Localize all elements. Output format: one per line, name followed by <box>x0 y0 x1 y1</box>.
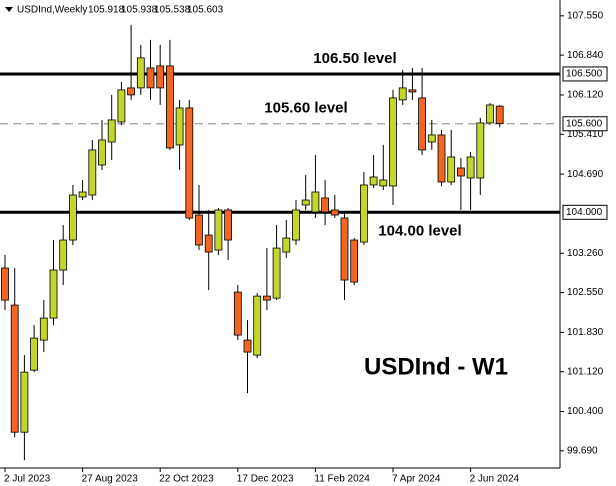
y-tick-label: 101.120 <box>567 366 604 377</box>
y-tick-label: 102.550 <box>567 287 604 298</box>
candle-body <box>447 156 456 183</box>
y-tick-label: 100.400 <box>567 406 604 417</box>
x-tick-label: 7 Apr 2024 <box>392 474 441 485</box>
candle-body <box>20 371 29 433</box>
candle-body <box>214 209 223 251</box>
level-annotation: 104.00 level <box>378 222 461 239</box>
y-tick-label: 106.120 <box>567 90 604 101</box>
candle-body <box>69 194 77 241</box>
candle-body <box>107 119 116 143</box>
header-value: 105.538 <box>154 5 191 16</box>
level-price-label: 104.000 <box>566 207 603 218</box>
candle-body <box>175 107 184 146</box>
x-tick-label: 2 Jun 2024 <box>470 474 520 485</box>
candle-body <box>156 65 165 89</box>
x-tick-label: 27 Aug 2023 <box>82 474 139 485</box>
y-tick-label: 105.410 <box>567 129 604 140</box>
candle-body <box>282 237 291 253</box>
candle-body <box>408 89 417 93</box>
level-price-box <box>562 66 608 82</box>
level-price-label: 105.600 <box>566 118 603 129</box>
x-tick-label: 2 Jul 2023 <box>4 474 51 485</box>
chart-title: USDInd,Weekly <box>17 5 87 16</box>
candle-body <box>253 295 262 356</box>
candle-body <box>49 269 58 319</box>
candle-body <box>301 199 310 206</box>
candle-body <box>1 267 9 301</box>
candle-body <box>330 209 339 216</box>
candle-body <box>398 87 407 101</box>
level-annotation: 106.50 level <box>313 50 396 67</box>
candle-body <box>243 339 252 353</box>
y-tick-label: 101.830 <box>567 327 604 338</box>
candle-body <box>389 97 397 187</box>
candle-body <box>272 247 281 299</box>
candle-body <box>292 209 300 241</box>
candle-body <box>195 214 203 246</box>
candle-body <box>39 317 48 341</box>
y-tick-label: 107.550 <box>567 10 604 21</box>
candle-body <box>136 57 145 89</box>
candle-body <box>456 167 465 177</box>
candle-body <box>204 234 213 253</box>
candle-body <box>418 97 427 151</box>
y-tick-label: 106.840 <box>567 50 604 61</box>
candle-body <box>117 89 126 123</box>
candle-body <box>340 217 349 281</box>
header-value: 105.918 <box>88 5 125 16</box>
candle-body <box>466 156 475 179</box>
x-tick-label: 22 Oct 2023 <box>159 474 214 485</box>
y-tick-label: 103.260 <box>567 248 604 259</box>
y-tick-label: 99.690 <box>567 445 598 456</box>
level-price-box <box>562 116 608 132</box>
candle-body <box>78 191 87 198</box>
candle-body <box>476 122 485 179</box>
y-tick-label: 104.690 <box>567 169 604 180</box>
candle-body <box>185 107 194 219</box>
candle-body <box>486 104 494 124</box>
candle-body <box>233 291 242 336</box>
candle-body <box>427 134 436 143</box>
candle-body <box>30 337 39 371</box>
candle-body <box>88 149 97 196</box>
header-value: 105.938 <box>121 5 158 16</box>
x-tick-label: 11 Feb 2024 <box>314 474 370 485</box>
candle-body <box>59 239 68 271</box>
header-icon <box>5 7 13 12</box>
candle-body <box>127 87 135 96</box>
level-annotation: 105.60 level <box>264 100 347 117</box>
candle-body <box>146 67 155 89</box>
candle-body <box>359 184 368 243</box>
candle-body <box>262 295 271 301</box>
x-tick-label: 17 Dec 2023 <box>237 474 294 485</box>
candle-body <box>224 209 233 241</box>
candle-body <box>98 139 106 166</box>
candle-body <box>321 197 330 213</box>
candle-body <box>10 304 19 433</box>
candle-body <box>350 239 359 283</box>
header-value: 105.603 <box>187 5 224 16</box>
candle-body <box>495 105 504 124</box>
candle-body <box>165 65 174 149</box>
candle-body <box>369 176 378 186</box>
level-price-label: 106.500 <box>566 69 603 80</box>
watermark: USDInd - W1 <box>364 353 508 380</box>
level-price-box <box>562 204 608 220</box>
candle-body <box>311 191 320 213</box>
candle-body <box>379 179 388 187</box>
candle-body <box>437 134 446 183</box>
